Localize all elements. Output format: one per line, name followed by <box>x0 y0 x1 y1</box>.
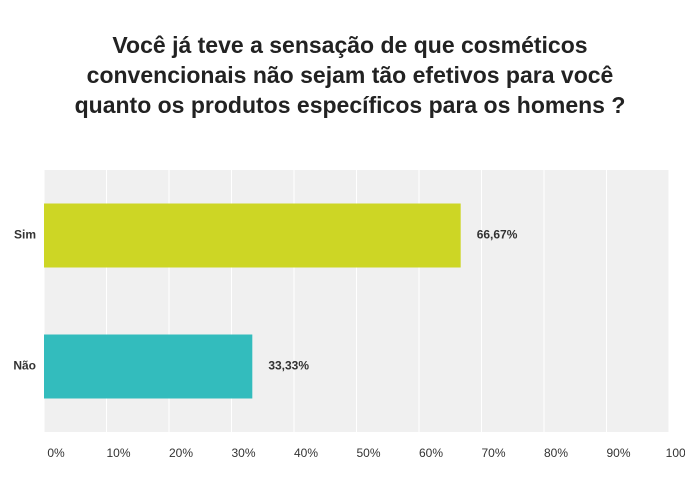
bar <box>44 203 461 268</box>
x-tick-label: 60% <box>419 446 443 460</box>
x-tick-label: 50% <box>356 446 380 460</box>
bar <box>44 334 253 399</box>
x-tick-label: 70% <box>481 446 505 460</box>
x-tick-label: 100% <box>666 446 685 460</box>
x-tick-label: 90% <box>606 446 630 460</box>
chart-title: Você já teve a sensação de que cosmético… <box>74 32 626 118</box>
value-label: 66,67% <box>477 228 518 242</box>
x-tick-label: 20% <box>169 446 193 460</box>
x-tick-label: 0% <box>47 446 65 460</box>
x-tick-label: 80% <box>544 446 568 460</box>
y-tick-label: Não <box>13 359 36 373</box>
x-tick-label: 40% <box>294 446 318 460</box>
x-tick-label: 30% <box>231 446 255 460</box>
value-label: 33,33% <box>268 359 309 373</box>
y-tick-label: Sim <box>14 228 36 242</box>
x-tick-label: 10% <box>106 446 130 460</box>
